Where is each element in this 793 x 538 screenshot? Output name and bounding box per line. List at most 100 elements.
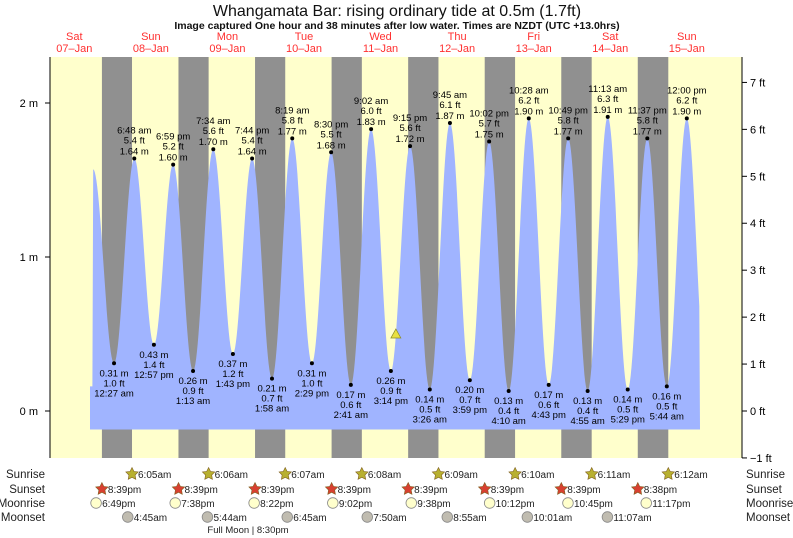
day-label-date: 12–Jan bbox=[439, 43, 475, 55]
low-time: 12:27 am bbox=[94, 388, 134, 399]
high-time: 8:19 am bbox=[275, 105, 309, 116]
low-time: 1:43 pm bbox=[216, 379, 250, 390]
high-ft: 6.2 ft bbox=[518, 95, 539, 106]
moonrise-time: 10:45pm bbox=[574, 499, 613, 510]
right-tick-label: 5 ft bbox=[750, 171, 765, 183]
high-time: 6:48 am bbox=[117, 125, 151, 136]
day-label-date: 14–Jan bbox=[592, 43, 628, 55]
low-time: 3:26 am bbox=[413, 414, 447, 425]
sunset-time: 8:38pm bbox=[644, 485, 677, 496]
extreme-dot bbox=[329, 150, 334, 155]
low-ft: 0.9 ft bbox=[182, 386, 203, 397]
low-time: 4:43 pm bbox=[532, 410, 566, 421]
right-tick-label: 1 ft bbox=[750, 359, 765, 371]
low-time: 1:58 am bbox=[255, 404, 289, 415]
low-ft: 0.6 ft bbox=[340, 400, 361, 411]
moonrise-moon-icon bbox=[640, 497, 652, 509]
high-time: 8:30 pm bbox=[314, 119, 348, 130]
high-time: 9:45 am bbox=[433, 90, 467, 101]
high-m: 1.91 m bbox=[593, 105, 622, 116]
day-label-dow: Sun bbox=[141, 31, 161, 43]
low-m: 0.14 m bbox=[415, 394, 444, 405]
moonrise-time: 10:12pm bbox=[496, 499, 535, 510]
high-m: 1.75 m bbox=[475, 130, 504, 141]
high-m: 1.90 m bbox=[514, 106, 543, 117]
sunset-star-icon bbox=[95, 481, 109, 495]
extreme-dot bbox=[506, 388, 511, 393]
low-ft: 1.2 ft bbox=[222, 369, 243, 380]
day-label-dow: Sat bbox=[602, 31, 619, 43]
high-m: 1.77 m bbox=[554, 126, 583, 137]
high-ft: 5.8 ft bbox=[282, 115, 303, 126]
high-ft: 5.6 ft bbox=[203, 126, 224, 137]
astro-table: Sunrise Sunrise 6:05am 6:06am 6:07am 6:08am 6:… bbox=[0, 466, 793, 536]
low-m: 0.20 m bbox=[455, 385, 484, 396]
day-label-dow: Thu bbox=[448, 31, 467, 43]
moonset-moon-icon bbox=[601, 511, 614, 523]
high-ft: 5.6 ft bbox=[400, 123, 421, 134]
low-m: 0.13 m bbox=[494, 396, 523, 407]
low-time: 1:13 am bbox=[176, 396, 210, 407]
high-ft: 6.3 ft bbox=[597, 94, 618, 105]
extreme-dot bbox=[269, 376, 274, 381]
high-time: 12:00 pm bbox=[667, 85, 707, 96]
low-ft: 0.5 ft bbox=[419, 404, 440, 415]
high-ft: 6.2 ft bbox=[676, 95, 697, 106]
moonset-time: 7:50am bbox=[373, 513, 406, 524]
sunrise-star-icon bbox=[355, 466, 369, 480]
extreme-dot bbox=[290, 136, 295, 141]
moonrise-row-label-right: Moonrise bbox=[746, 498, 793, 510]
sunrise-star-icon bbox=[661, 466, 676, 480]
sunset-time: 8:39pm bbox=[338, 485, 371, 496]
high-time: 6:59 pm bbox=[156, 132, 190, 143]
sunset-star-icon bbox=[477, 481, 492, 495]
low-ft: 1.0 ft bbox=[103, 378, 124, 389]
extreme-dot bbox=[250, 156, 255, 161]
low-m: 0.26 m bbox=[179, 376, 208, 387]
sunrise-time: 6:09am bbox=[444, 470, 477, 481]
day-label-date: 13–Jan bbox=[516, 43, 552, 55]
moonset-time: 11:07am bbox=[613, 513, 651, 524]
moonset-moon-icon bbox=[521, 511, 534, 523]
low-m: 0.31 m bbox=[100, 368, 129, 379]
sunset-time: 8:39pm bbox=[567, 485, 600, 496]
extreme-dot bbox=[487, 139, 492, 144]
high-m: 1.87 m bbox=[435, 111, 464, 122]
sunset-star-icon bbox=[401, 481, 415, 495]
moonset-time: 6:45am bbox=[293, 513, 326, 524]
extreme-dot bbox=[408, 144, 413, 149]
sunset-row-label-left: Sunset bbox=[9, 484, 46, 496]
moonrise-moon-icon bbox=[90, 497, 102, 509]
sunset-star-icon bbox=[248, 481, 262, 495]
sunrise-star-icon bbox=[584, 466, 599, 480]
moonset-moon-icon bbox=[361, 511, 373, 523]
extreme-dot bbox=[171, 162, 176, 167]
low-time: 5:29 pm bbox=[611, 414, 645, 425]
high-m: 1.77 m bbox=[278, 126, 307, 137]
moonrise-moon-icon bbox=[248, 497, 260, 509]
moonrise-moon-icon bbox=[327, 497, 339, 509]
extreme-dot bbox=[645, 136, 650, 141]
day-label-date: 08–Jan bbox=[133, 43, 169, 55]
left-tick-label: 1 m bbox=[20, 252, 38, 264]
high-ft: 5.5 ft bbox=[321, 129, 342, 140]
day-label-dow: Fri bbox=[527, 31, 540, 43]
sunrise-star-icon bbox=[201, 466, 216, 480]
sunrise-time: 6:08am bbox=[368, 470, 401, 481]
sunset-star-icon bbox=[324, 481, 339, 495]
tide-area bbox=[90, 116, 700, 430]
low-m: 0.17 m bbox=[534, 390, 563, 401]
right-tick-label: 0 ft bbox=[750, 406, 765, 418]
extreme-dot bbox=[526, 116, 531, 121]
extreme-dot bbox=[230, 352, 235, 357]
high-time: 10:28 am bbox=[509, 85, 549, 96]
low-ft: 0.5 ft bbox=[656, 401, 677, 412]
high-ft: 6.1 ft bbox=[439, 100, 460, 111]
moonrise-moon-icon bbox=[483, 497, 496, 509]
day-label-dow: Mon bbox=[217, 31, 238, 43]
day-label-date: 09–Jan bbox=[209, 43, 245, 55]
high-ft: 5.2 ft bbox=[163, 142, 184, 153]
extreme-dot bbox=[348, 382, 353, 387]
